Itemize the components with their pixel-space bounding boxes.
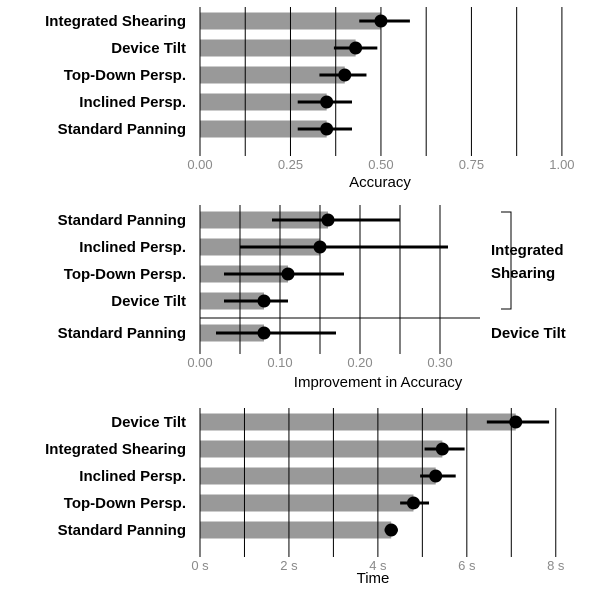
category-label: Inclined Persp. [79, 239, 186, 256]
bar [200, 93, 327, 111]
axis-title: Accuracy [349, 174, 411, 191]
bar [200, 211, 328, 229]
bar [200, 66, 345, 84]
data-point [338, 68, 352, 82]
data-point [321, 213, 335, 227]
tick-label: 1.00 [549, 157, 574, 172]
group-bracket [501, 211, 512, 310]
category-label: Top-Down Persp. [64, 495, 186, 512]
category-label: Inclined Persp. [79, 468, 186, 485]
tick-label: 0.10 [267, 355, 292, 370]
data-point [429, 469, 443, 483]
category-label: Integrated Shearing [45, 13, 186, 30]
tick-label: 0.50 [368, 157, 393, 172]
data-point [320, 95, 334, 109]
data-point [509, 415, 523, 429]
data-point [281, 267, 295, 281]
data-point [257, 326, 271, 340]
tick-label: 0.30 [427, 355, 452, 370]
group-label: Device Tilt [491, 325, 566, 342]
data-point [320, 122, 334, 136]
tick-label: 2 s [280, 558, 298, 573]
data-point [349, 41, 363, 55]
bar [200, 467, 436, 485]
category-label: Top-Down Persp. [64, 266, 186, 283]
category-label: Standard Panning [58, 522, 186, 539]
data-point [406, 496, 420, 510]
tick-label: 4 s [369, 558, 387, 573]
category-label: Standard Panning [58, 212, 186, 229]
bar [200, 494, 414, 512]
data-point [435, 442, 449, 456]
data-point [384, 523, 398, 537]
tick-label: 0.75 [459, 157, 484, 172]
group-label: Shearing [491, 265, 555, 282]
tick-label: 0.20 [347, 355, 372, 370]
group-label: Integrated [491, 242, 564, 259]
tick-label: 0.00 [187, 355, 212, 370]
data-point [374, 14, 388, 28]
bar [200, 120, 327, 138]
category-label: Device Tilt [111, 293, 186, 310]
bar [200, 39, 356, 57]
category-label: Device Tilt [111, 414, 186, 431]
tick-label: 6 s [458, 558, 476, 573]
tick-label: 0.00 [187, 157, 212, 172]
bar [200, 440, 443, 458]
tick-label: 8 s [547, 558, 565, 573]
category-label: Inclined Persp. [79, 94, 186, 111]
bar [200, 521, 392, 539]
tick-label: 0.25 [278, 157, 303, 172]
category-label: Standard Panning [58, 325, 186, 342]
data-point [313, 240, 327, 254]
data-point [257, 294, 271, 308]
tick-label: 0 s [191, 558, 209, 573]
category-label: Standard Panning [58, 121, 186, 138]
category-label: Top-Down Persp. [64, 67, 186, 84]
bar [200, 413, 516, 431]
axis-title: Improvement in Accuracy [294, 374, 463, 391]
category-label: Device Tilt [111, 40, 186, 57]
axis-title: Time [357, 570, 390, 587]
category-label: Integrated Shearing [45, 441, 186, 458]
